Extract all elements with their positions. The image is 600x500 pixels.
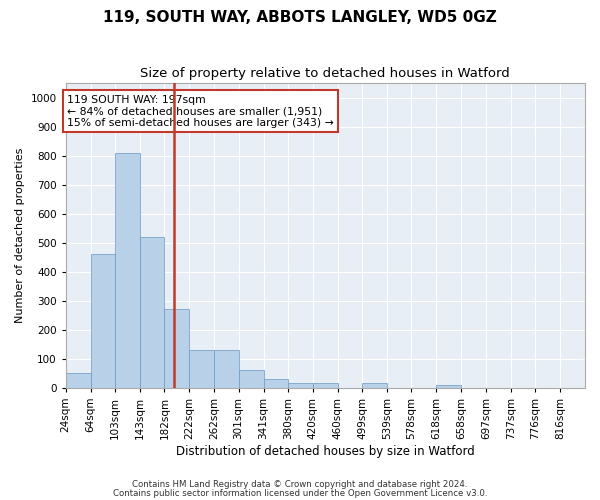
Bar bbox=[239, 370, 263, 388]
Bar bbox=[288, 382, 313, 388]
Text: Contains HM Land Registry data © Crown copyright and database right 2024.: Contains HM Land Registry data © Crown c… bbox=[132, 480, 468, 489]
Bar bbox=[263, 379, 288, 388]
Bar bbox=[91, 254, 115, 388]
Text: 119 SOUTH WAY: 197sqm
← 84% of detached houses are smaller (1,951)
15% of semi-d: 119 SOUTH WAY: 197sqm ← 84% of detached … bbox=[67, 94, 334, 128]
Bar bbox=[362, 382, 387, 388]
Bar bbox=[66, 374, 91, 388]
Bar bbox=[115, 152, 140, 388]
Bar bbox=[214, 350, 239, 388]
Bar bbox=[189, 350, 214, 388]
Bar bbox=[436, 386, 461, 388]
Text: 119, SOUTH WAY, ABBOTS LANGLEY, WD5 0GZ: 119, SOUTH WAY, ABBOTS LANGLEY, WD5 0GZ bbox=[103, 10, 497, 25]
X-axis label: Distribution of detached houses by size in Watford: Distribution of detached houses by size … bbox=[176, 444, 475, 458]
Bar bbox=[164, 310, 189, 388]
Bar bbox=[313, 382, 338, 388]
Text: Contains public sector information licensed under the Open Government Licence v3: Contains public sector information licen… bbox=[113, 488, 487, 498]
Bar bbox=[140, 237, 164, 388]
Title: Size of property relative to detached houses in Watford: Size of property relative to detached ho… bbox=[140, 68, 510, 80]
Y-axis label: Number of detached properties: Number of detached properties bbox=[15, 148, 25, 323]
